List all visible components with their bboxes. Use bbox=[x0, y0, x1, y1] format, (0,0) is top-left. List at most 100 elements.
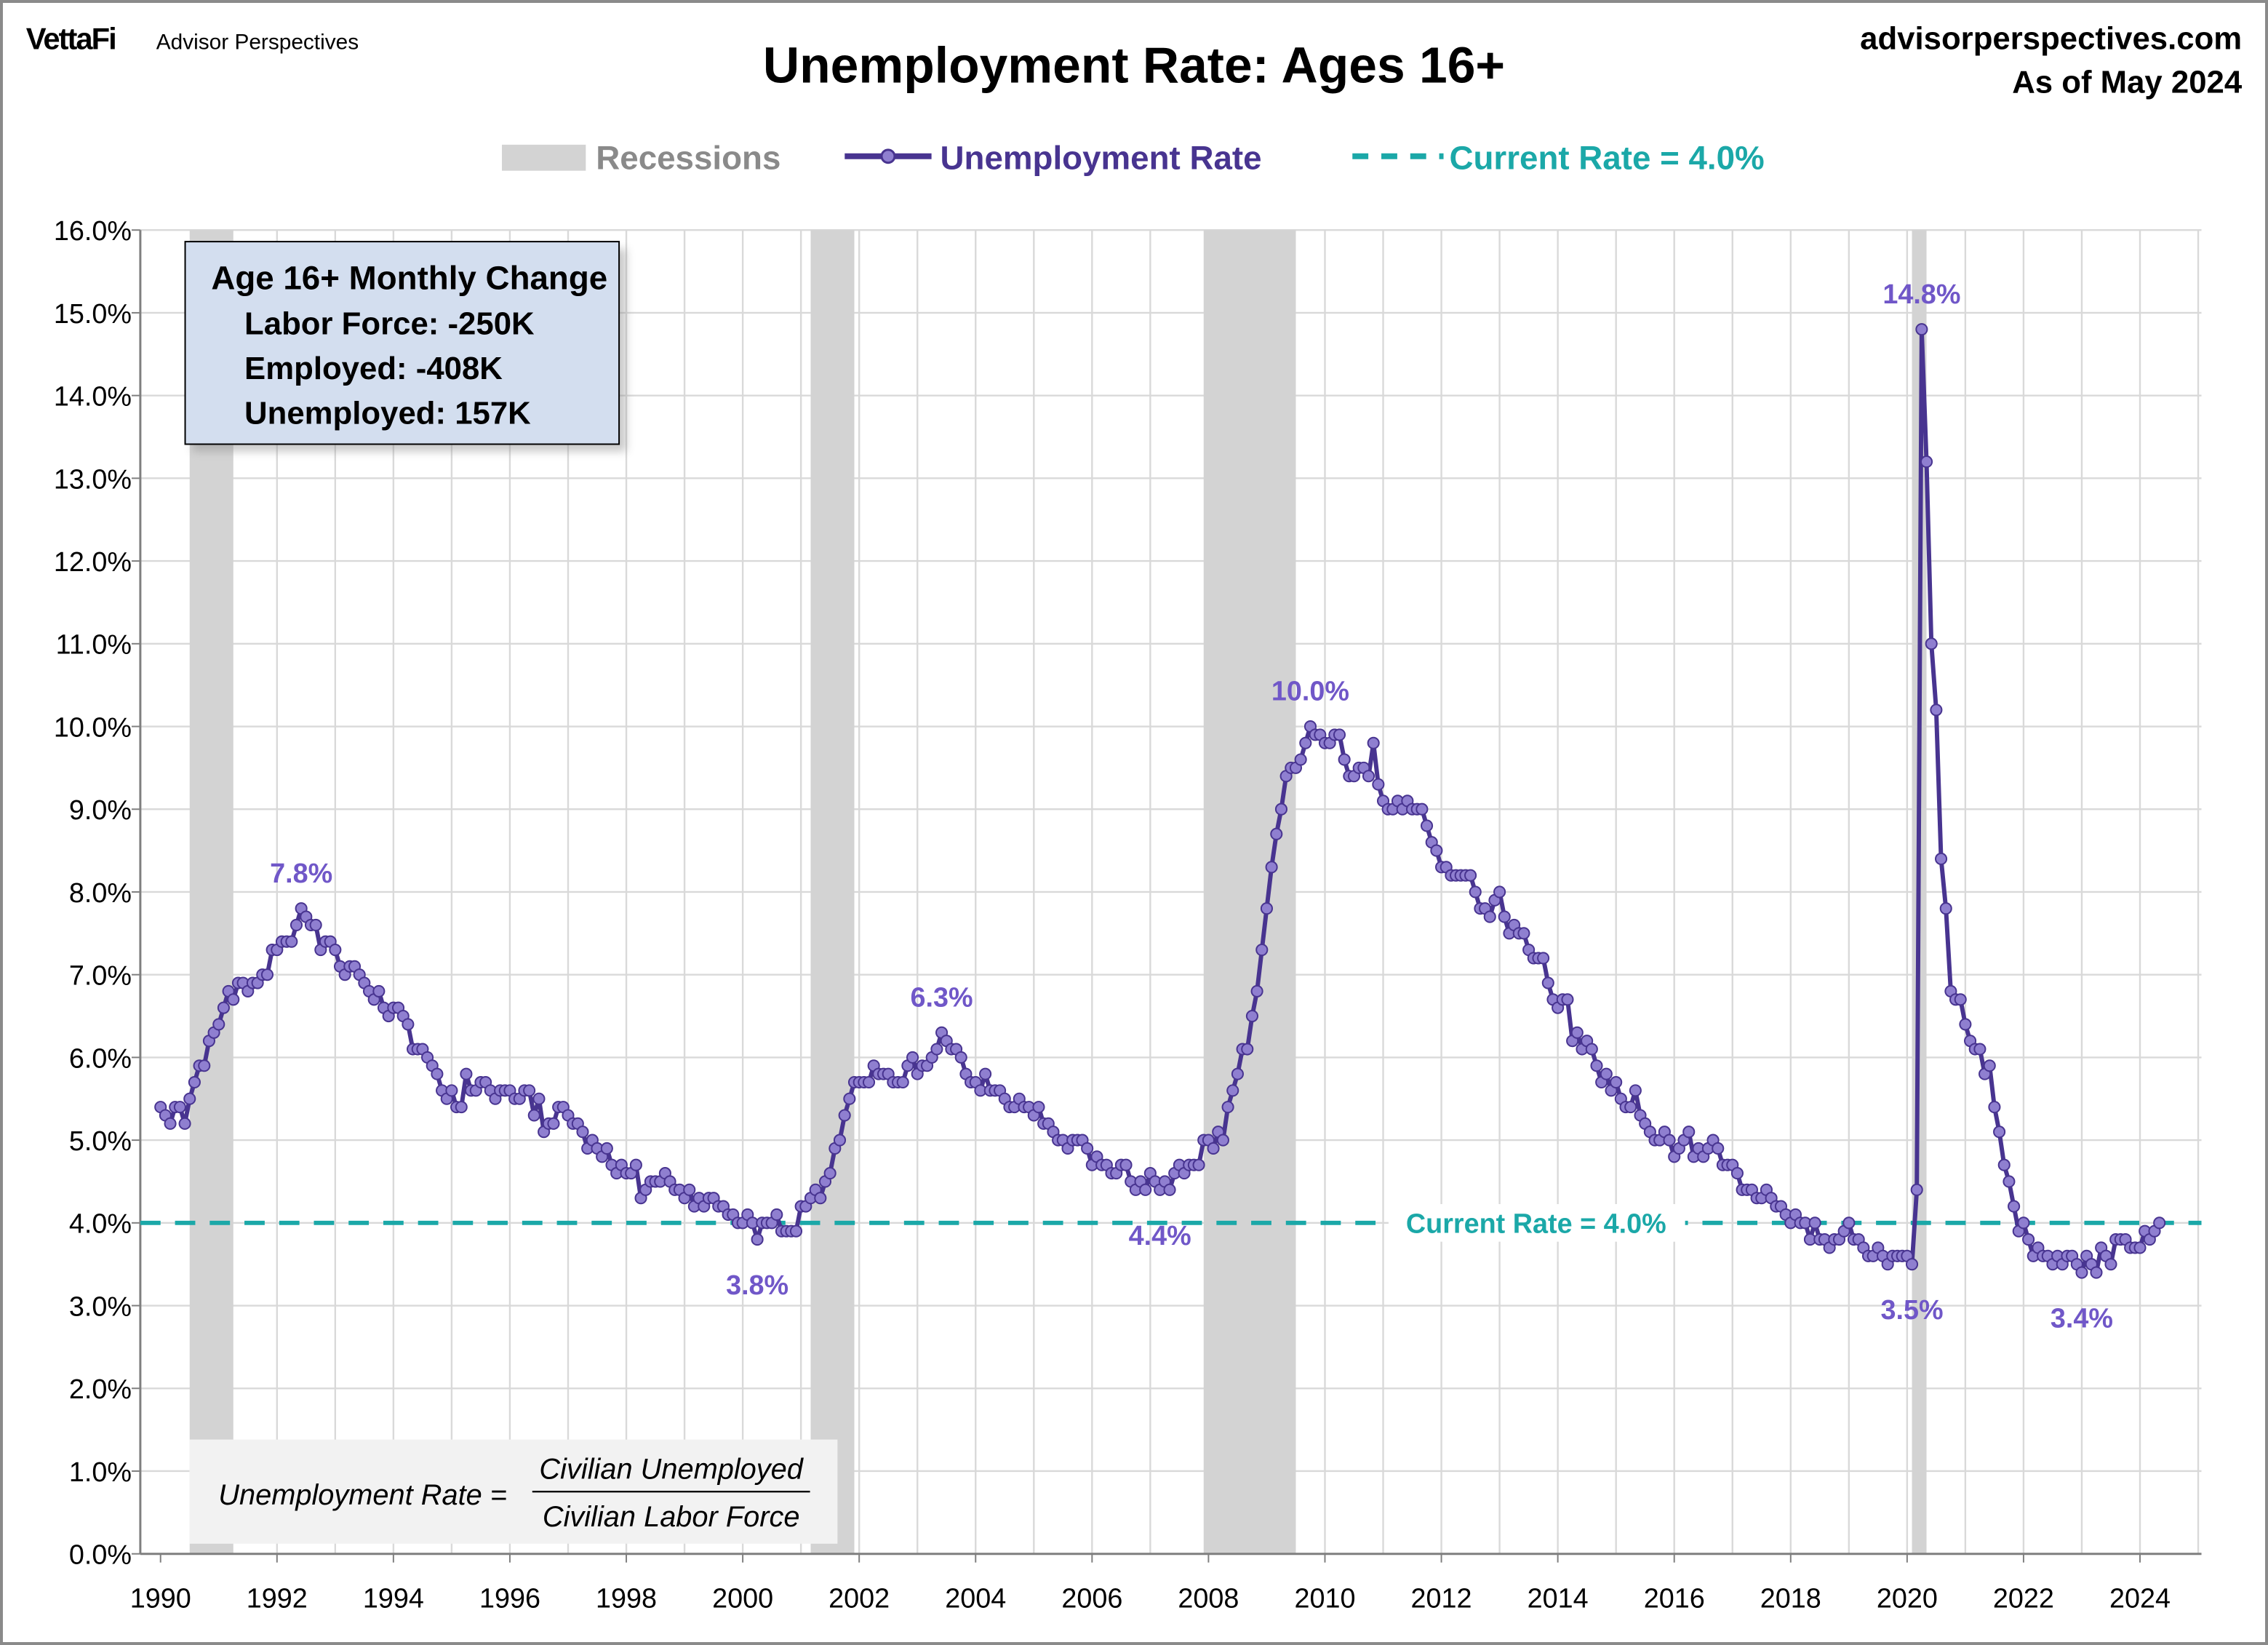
x-tick-label: 1998 bbox=[596, 1583, 657, 1614]
data-point bbox=[1939, 902, 1952, 915]
data-point bbox=[2075, 1266, 2088, 1279]
data-point bbox=[1988, 1101, 2001, 1114]
data-point bbox=[1920, 455, 1933, 469]
data-point bbox=[1570, 1026, 1584, 1039]
data-point bbox=[1415, 802, 1429, 816]
plot-area: 0.0% 1.0% 2.0% 3.0% 4.0% 5.0% 6.0% 7.0% 8.0% 9.0%… bbox=[54, 216, 2202, 1614]
data-point bbox=[431, 1067, 444, 1080]
data-point bbox=[1216, 1134, 1229, 1147]
data-point bbox=[532, 1092, 546, 1105]
formula-box: Unemployment Rate = Civilian Unemployed … bbox=[189, 1439, 838, 1544]
data-point bbox=[1265, 861, 1278, 874]
y-tick-label: 3.0% bbox=[69, 1291, 132, 1322]
as-of-date: As of May 2024 bbox=[2012, 64, 2243, 100]
legend-series-marker bbox=[880, 148, 896, 164]
data-point bbox=[227, 993, 240, 1006]
recession-band bbox=[189, 230, 233, 1554]
legend-current-rate: Current Rate = 4.0% bbox=[1449, 140, 1764, 177]
x-tick-label: 2020 bbox=[1877, 1583, 1938, 1614]
data-point bbox=[954, 1051, 967, 1064]
data-point bbox=[789, 1224, 803, 1238]
data-point bbox=[1663, 1134, 1676, 1147]
x-tick-label: 2016 bbox=[1644, 1583, 1705, 1614]
data-point bbox=[1294, 753, 1307, 766]
data-point bbox=[260, 968, 274, 981]
info-box-title: Age 16+ Monthly Change bbox=[211, 260, 607, 297]
data-point bbox=[455, 1101, 468, 1114]
data-point bbox=[1730, 1167, 1744, 1180]
data-point bbox=[1983, 1059, 1996, 1072]
data-point bbox=[979, 1067, 992, 1080]
formula-numerator: Civilian Unemployed bbox=[539, 1453, 804, 1485]
x-tick-label: 2024 bbox=[2109, 1583, 2171, 1614]
data-point bbox=[1935, 852, 1948, 866]
x-tick-label: 2002 bbox=[828, 1583, 890, 1614]
data-point bbox=[527, 1109, 540, 1122]
data-point bbox=[1430, 844, 1443, 857]
data-point bbox=[1629, 1084, 1642, 1097]
data-point bbox=[1483, 910, 1496, 923]
legend-unemployment-rate: Unemployment Rate bbox=[941, 140, 1262, 177]
data-point bbox=[523, 1084, 536, 1097]
x-tick-label: 1990 bbox=[130, 1583, 191, 1614]
data-point bbox=[823, 1167, 836, 1180]
data-point bbox=[1682, 1126, 1696, 1139]
data-point bbox=[1245, 1009, 1258, 1023]
x-tick-label: 2012 bbox=[1411, 1583, 1472, 1614]
data-point bbox=[1610, 1075, 1623, 1089]
info-box-bg bbox=[184, 241, 620, 445]
data-point bbox=[285, 935, 298, 948]
annotation-label: 3.5% bbox=[1880, 1295, 1943, 1326]
data-point bbox=[1421, 819, 1434, 832]
x-tick-label: 2006 bbox=[1061, 1583, 1122, 1614]
data-point bbox=[173, 1101, 186, 1114]
data-point bbox=[843, 1092, 856, 1105]
data-point bbox=[2090, 1266, 2103, 1279]
data-point bbox=[1362, 770, 1375, 783]
x-tick-label: 1992 bbox=[247, 1583, 308, 1614]
data-point bbox=[1954, 993, 1967, 1006]
data-point bbox=[164, 1117, 177, 1130]
annotation-label: 7.8% bbox=[270, 859, 332, 889]
data-point bbox=[188, 1075, 201, 1089]
y-tick-label: 2.0% bbox=[69, 1374, 132, 1405]
data-point bbox=[770, 1208, 783, 1222]
data-point bbox=[1333, 728, 1346, 741]
data-point bbox=[1910, 1183, 1923, 1196]
data-point bbox=[2133, 1241, 2147, 1254]
data-point bbox=[1930, 704, 1943, 717]
data-point bbox=[547, 1117, 560, 1130]
y-tick-label: 13.0% bbox=[54, 464, 132, 495]
data-point bbox=[2104, 1258, 2117, 1271]
data-point bbox=[1585, 1043, 1598, 1056]
data-point bbox=[1600, 1067, 1613, 1080]
y-tick-label: 16.0% bbox=[54, 216, 132, 247]
data-point bbox=[576, 1126, 589, 1139]
y-tick-label: 0.0% bbox=[69, 1540, 132, 1571]
data-point bbox=[2153, 1216, 2166, 1230]
logo-sub: Advisor Perspectives bbox=[156, 31, 359, 55]
current-rate-label-bg bbox=[1388, 1203, 1685, 1242]
data-point bbox=[1973, 1043, 1987, 1056]
data-point bbox=[896, 1075, 909, 1089]
data-point bbox=[1993, 1126, 2006, 1139]
data-point bbox=[198, 1059, 211, 1072]
x-tick-label: 2008 bbox=[1178, 1583, 1239, 1614]
legend: Recessions Unemployment Rate Current Rat… bbox=[502, 140, 1765, 177]
data-point bbox=[1299, 736, 1312, 749]
x-tick-label: 2000 bbox=[712, 1583, 773, 1614]
data-point bbox=[1221, 1101, 1234, 1114]
data-point bbox=[1163, 1183, 1176, 1196]
annotation-label: 14.8% bbox=[1882, 279, 1960, 310]
data-point bbox=[1498, 910, 1511, 923]
current-rate-label: Current Rate = 4.0% bbox=[1406, 1209, 1666, 1240]
data-point bbox=[1231, 1067, 1244, 1080]
data-point bbox=[290, 918, 303, 931]
data-point bbox=[178, 1117, 191, 1130]
data-point bbox=[329, 944, 342, 957]
data-point bbox=[906, 1051, 919, 1064]
data-point bbox=[751, 1233, 764, 1246]
data-point bbox=[1338, 753, 1351, 766]
data-point bbox=[1905, 1258, 1919, 1271]
data-point bbox=[1139, 1183, 1152, 1196]
